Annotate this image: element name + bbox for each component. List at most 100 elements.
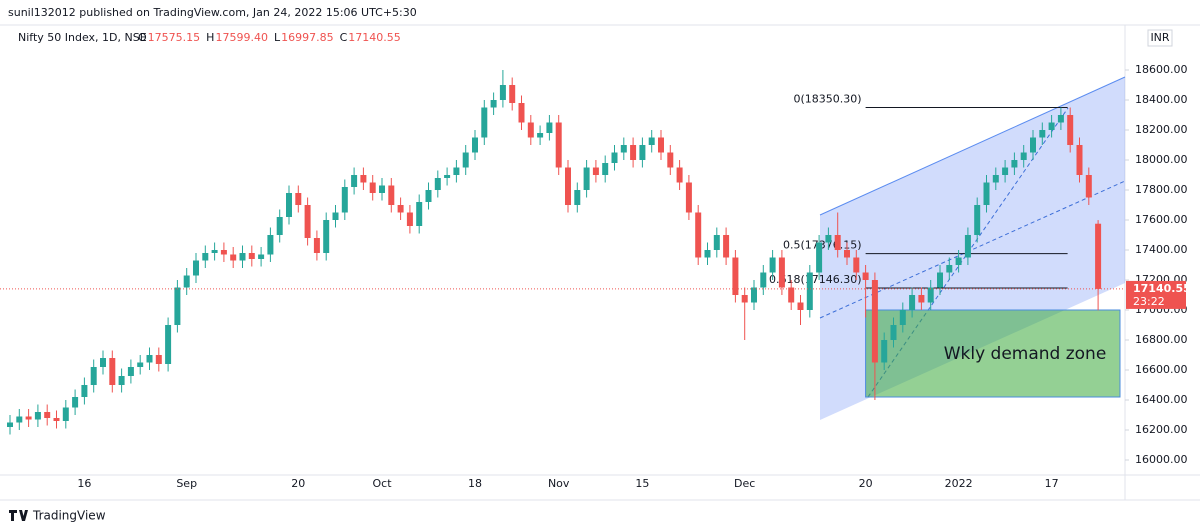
- x-tick-label: 16: [77, 477, 91, 490]
- candle-body: [723, 235, 730, 258]
- candle-body: [1048, 122, 1055, 130]
- candle-body: [518, 103, 525, 123]
- x-tick-label: Dec: [734, 477, 755, 490]
- fib-layer: 0(18350.30) 0.5(17376.15) 0.618(17146.30): [769, 92, 1068, 289]
- candle-body: [211, 250, 218, 253]
- candle-body: [397, 205, 404, 213]
- candle-body: [704, 250, 711, 258]
- candle-body: [258, 254, 265, 259]
- candle-body: [1067, 115, 1074, 145]
- candle-body: [648, 137, 655, 145]
- candle-body: [881, 340, 888, 363]
- candle-body: [1030, 137, 1036, 153]
- candle-body: [611, 152, 618, 163]
- candle-body: [816, 242, 823, 273]
- candle-body: [248, 253, 255, 259]
- candle-body: [1057, 115, 1064, 123]
- candle-body: [90, 367, 97, 385]
- y-tick-label: 17600.00: [1135, 213, 1188, 226]
- candle-body: [927, 287, 934, 303]
- candle-body: [806, 272, 813, 310]
- candle-body: [304, 205, 311, 238]
- candle-body: [1002, 167, 1009, 175]
- candle-body: [34, 412, 41, 420]
- candle-body: [202, 253, 209, 261]
- y-tick-label: 18600.00: [1135, 63, 1188, 76]
- x-tick-label: Sep: [176, 477, 197, 490]
- candle-body: [778, 257, 785, 288]
- candle-body: [286, 193, 292, 217]
- candle-body: [946, 265, 953, 273]
- candle-body: [658, 137, 664, 153]
- candle-body: [1085, 175, 1092, 198]
- candle-body: [416, 202, 423, 226]
- axis: 16000.00 16200.00 16400.00 16600.00 16800.00…: [0, 63, 1191, 490]
- candle-body: [909, 295, 916, 310]
- candle-body: [853, 257, 860, 273]
- x-tick-label: 20: [859, 477, 873, 490]
- y-tick-label: 18000.00: [1135, 153, 1188, 166]
- candle-body: [639, 145, 646, 160]
- candle-body: [955, 257, 962, 265]
- candle-body: [7, 422, 13, 427]
- candle-body: [890, 325, 897, 340]
- candle-body: [1011, 160, 1018, 168]
- candle-body: [313, 238, 320, 253]
- channel-edge: [819, 76, 1126, 216]
- candle-body: [481, 107, 488, 138]
- candle-body: [127, 367, 134, 376]
- candle-body: [713, 235, 720, 250]
- candle-body: [797, 302, 804, 310]
- y-tick-label: 16200.00: [1135, 423, 1188, 436]
- candle-body: [1095, 223, 1102, 289]
- x-tick-label: 20: [291, 477, 305, 490]
- price-label-box: [1126, 280, 1186, 309]
- candle-body: [937, 272, 943, 288]
- x-tick-label: Nov: [548, 477, 570, 490]
- legend-key: L: [274, 31, 281, 44]
- candle-body: [667, 152, 674, 168]
- candle-body: [685, 182, 692, 213]
- candle-body: [220, 250, 227, 255]
- legend-value: 17575.15: [148, 31, 201, 44]
- legend-key: H: [206, 31, 214, 44]
- candle-body: [1020, 152, 1027, 160]
- y-tick-label: 17800.00: [1135, 183, 1188, 196]
- candle-body: [146, 355, 153, 363]
- candle-body: [676, 167, 683, 183]
- candle-body: [760, 272, 767, 288]
- candle-body: [100, 358, 106, 367]
- candle-body: [379, 185, 385, 193]
- legend: Nifty 50 Index, 1D, NSE O 17575.15 H 17599.…: [18, 31, 401, 44]
- candle-body: [267, 235, 274, 255]
- candle-body: [118, 376, 125, 385]
- candle-body: [472, 137, 478, 153]
- candle-body: [769, 257, 776, 273]
- candle-body: [741, 295, 748, 303]
- legend-key: O: [138, 31, 147, 44]
- y-tick-label: 16400.00: [1135, 393, 1188, 406]
- candle-body: [592, 167, 599, 175]
- candle-body: [974, 205, 981, 235]
- candle-body: [332, 212, 339, 220]
- candle-body: [509, 85, 516, 103]
- candle-body: [406, 212, 413, 226]
- y-tick-label: 18400.00: [1135, 93, 1188, 106]
- candle-body: [964, 235, 971, 258]
- candle-body: [788, 287, 795, 303]
- y-tick-label: 16600.00: [1135, 363, 1188, 376]
- brand: TradingView: [32, 509, 106, 523]
- fib-label: 0(18350.30): [794, 92, 862, 105]
- fib-label: 0.618(17146.30): [769, 273, 862, 286]
- y-tick-label: 16800.00: [1135, 333, 1188, 346]
- y-tick-label: 16000.00: [1135, 453, 1188, 466]
- candle-body: [630, 145, 637, 160]
- candle-body: [583, 167, 590, 190]
- candle-body: [537, 133, 544, 138]
- legend-value: 17140.55: [348, 31, 401, 44]
- candle-body: [918, 295, 925, 303]
- candle-body: [276, 217, 283, 235]
- candle-body: [751, 287, 757, 303]
- candle-body: [871, 280, 878, 363]
